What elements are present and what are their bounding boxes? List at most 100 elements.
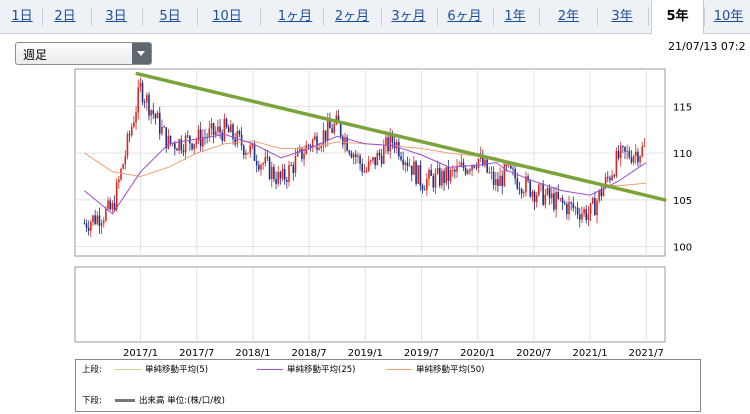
candle-body [277, 171, 280, 184]
y-tick-label: 115 [673, 102, 692, 113]
tab-1年[interactable]: 1年 [504, 9, 526, 24]
candle-body [494, 179, 497, 185]
candle-body [85, 223, 88, 228]
candle-body [566, 203, 568, 215]
candle-body [102, 220, 105, 224]
x-tick-label: 2017/1 [123, 348, 158, 359]
tab-10日[interactable]: 10日 [212, 9, 242, 24]
candle-body [568, 202, 570, 215]
candle-body [135, 112, 137, 123]
candle-body [288, 165, 290, 182]
tab-10年[interactable]: 10年 [713, 9, 744, 24]
candle-body [473, 165, 476, 168]
candle-body [606, 176, 609, 178]
candle-body [419, 165, 422, 186]
candle-body [195, 140, 198, 144]
tab-3年[interactable]: 3年 [611, 9, 633, 24]
candle-body [359, 155, 361, 164]
candle-body [281, 168, 284, 179]
candle-body [559, 198, 562, 199]
tab-5日[interactable]: 5日 [159, 9, 181, 24]
candle-body [199, 129, 202, 147]
candle-body [176, 148, 178, 151]
legend-volume-label: 出来高 単位:(株/口/枚) [139, 396, 225, 406]
candle-body [561, 198, 564, 203]
candle-body [262, 163, 264, 165]
candle-body [400, 156, 402, 160]
tab-2日[interactable]: 2日 [54, 9, 76, 24]
candle-body [124, 155, 127, 165]
candle-body [120, 168, 122, 180]
candle-body [628, 150, 631, 158]
candle-body [609, 177, 611, 181]
candle-body [113, 203, 116, 210]
tab-separator [703, 7, 705, 26]
candle-body [156, 112, 159, 119]
candle-body [596, 200, 598, 216]
chevron-down-icon[interactable] [132, 43, 151, 64]
candle-body [337, 115, 340, 124]
legend-ma50-label: 単純移動平均(50) [416, 365, 485, 375]
candle-body [578, 214, 581, 220]
candle-body [255, 160, 258, 166]
candle-body [482, 154, 484, 166]
candle-body [264, 156, 267, 164]
candle-body [227, 127, 230, 133]
candle-body [492, 171, 495, 185]
candle-body [615, 151, 618, 177]
candle-body [301, 147, 303, 160]
candle-body [219, 126, 221, 133]
candle-body [581, 213, 583, 220]
tab-separator [197, 7, 198, 26]
candle-body [503, 163, 506, 187]
tab-separator [142, 7, 143, 26]
candle-body [296, 150, 299, 157]
candle-body [600, 190, 603, 197]
x-tick-label: 2020/1 [460, 348, 495, 359]
candle-body [449, 170, 452, 181]
tab-2ヶ月[interactable]: 2ヶ月 [334, 9, 370, 24]
candle-body [298, 147, 301, 151]
candle-body [122, 164, 124, 169]
volume-panel [74, 266, 666, 343]
tab-1日[interactable]: 1日 [11, 9, 33, 24]
candle-body [410, 165, 413, 175]
candle-body [115, 182, 118, 210]
tab-1ヶ月[interactable]: 1ヶ月 [277, 9, 313, 24]
tab-2年[interactable]: 2年 [557, 9, 580, 24]
candle-body [232, 124, 234, 140]
candle-body [130, 126, 133, 136]
candle-body [462, 162, 465, 168]
candle-body [611, 175, 613, 181]
candle-body [415, 161, 417, 184]
candle-body [324, 130, 327, 141]
candle-body [316, 136, 318, 150]
tab-3日[interactable]: 3日 [105, 9, 127, 24]
candle-body [544, 194, 547, 205]
price-panel [74, 68, 666, 257]
candle-body [83, 223, 86, 225]
candle-body [139, 82, 142, 88]
period-tab-bar: 1日 2日 3日 5日 10日 1ヶ月 2ヶ月 3ヶ月 6ヶ月 1年 2年 3年 5年 10年 [0, 0, 750, 34]
candle-body [583, 209, 585, 214]
candle-body [385, 137, 387, 146]
candle-body [641, 146, 644, 157]
candle-body [460, 162, 463, 166]
candle-body [249, 145, 252, 153]
tab-6ヶ月[interactable]: 6ヶ月 [447, 9, 482, 24]
candle-body [570, 202, 572, 204]
candle-body [273, 166, 275, 180]
tab-separator [436, 7, 438, 26]
candle-body [150, 110, 152, 116]
candle-body [413, 161, 415, 175]
candle-body [100, 223, 103, 226]
candle-body [208, 128, 211, 138]
candle-body [152, 110, 155, 115]
candle-body [348, 150, 351, 154]
candle-body [133, 122, 135, 127]
interval-select[interactable]: 週足 [15, 42, 152, 65]
candle-body [148, 94, 150, 116]
tab-separator [90, 7, 92, 26]
tab-3ヶ月[interactable]: 3ヶ月 [391, 9, 426, 24]
candle-body [391, 133, 394, 143]
